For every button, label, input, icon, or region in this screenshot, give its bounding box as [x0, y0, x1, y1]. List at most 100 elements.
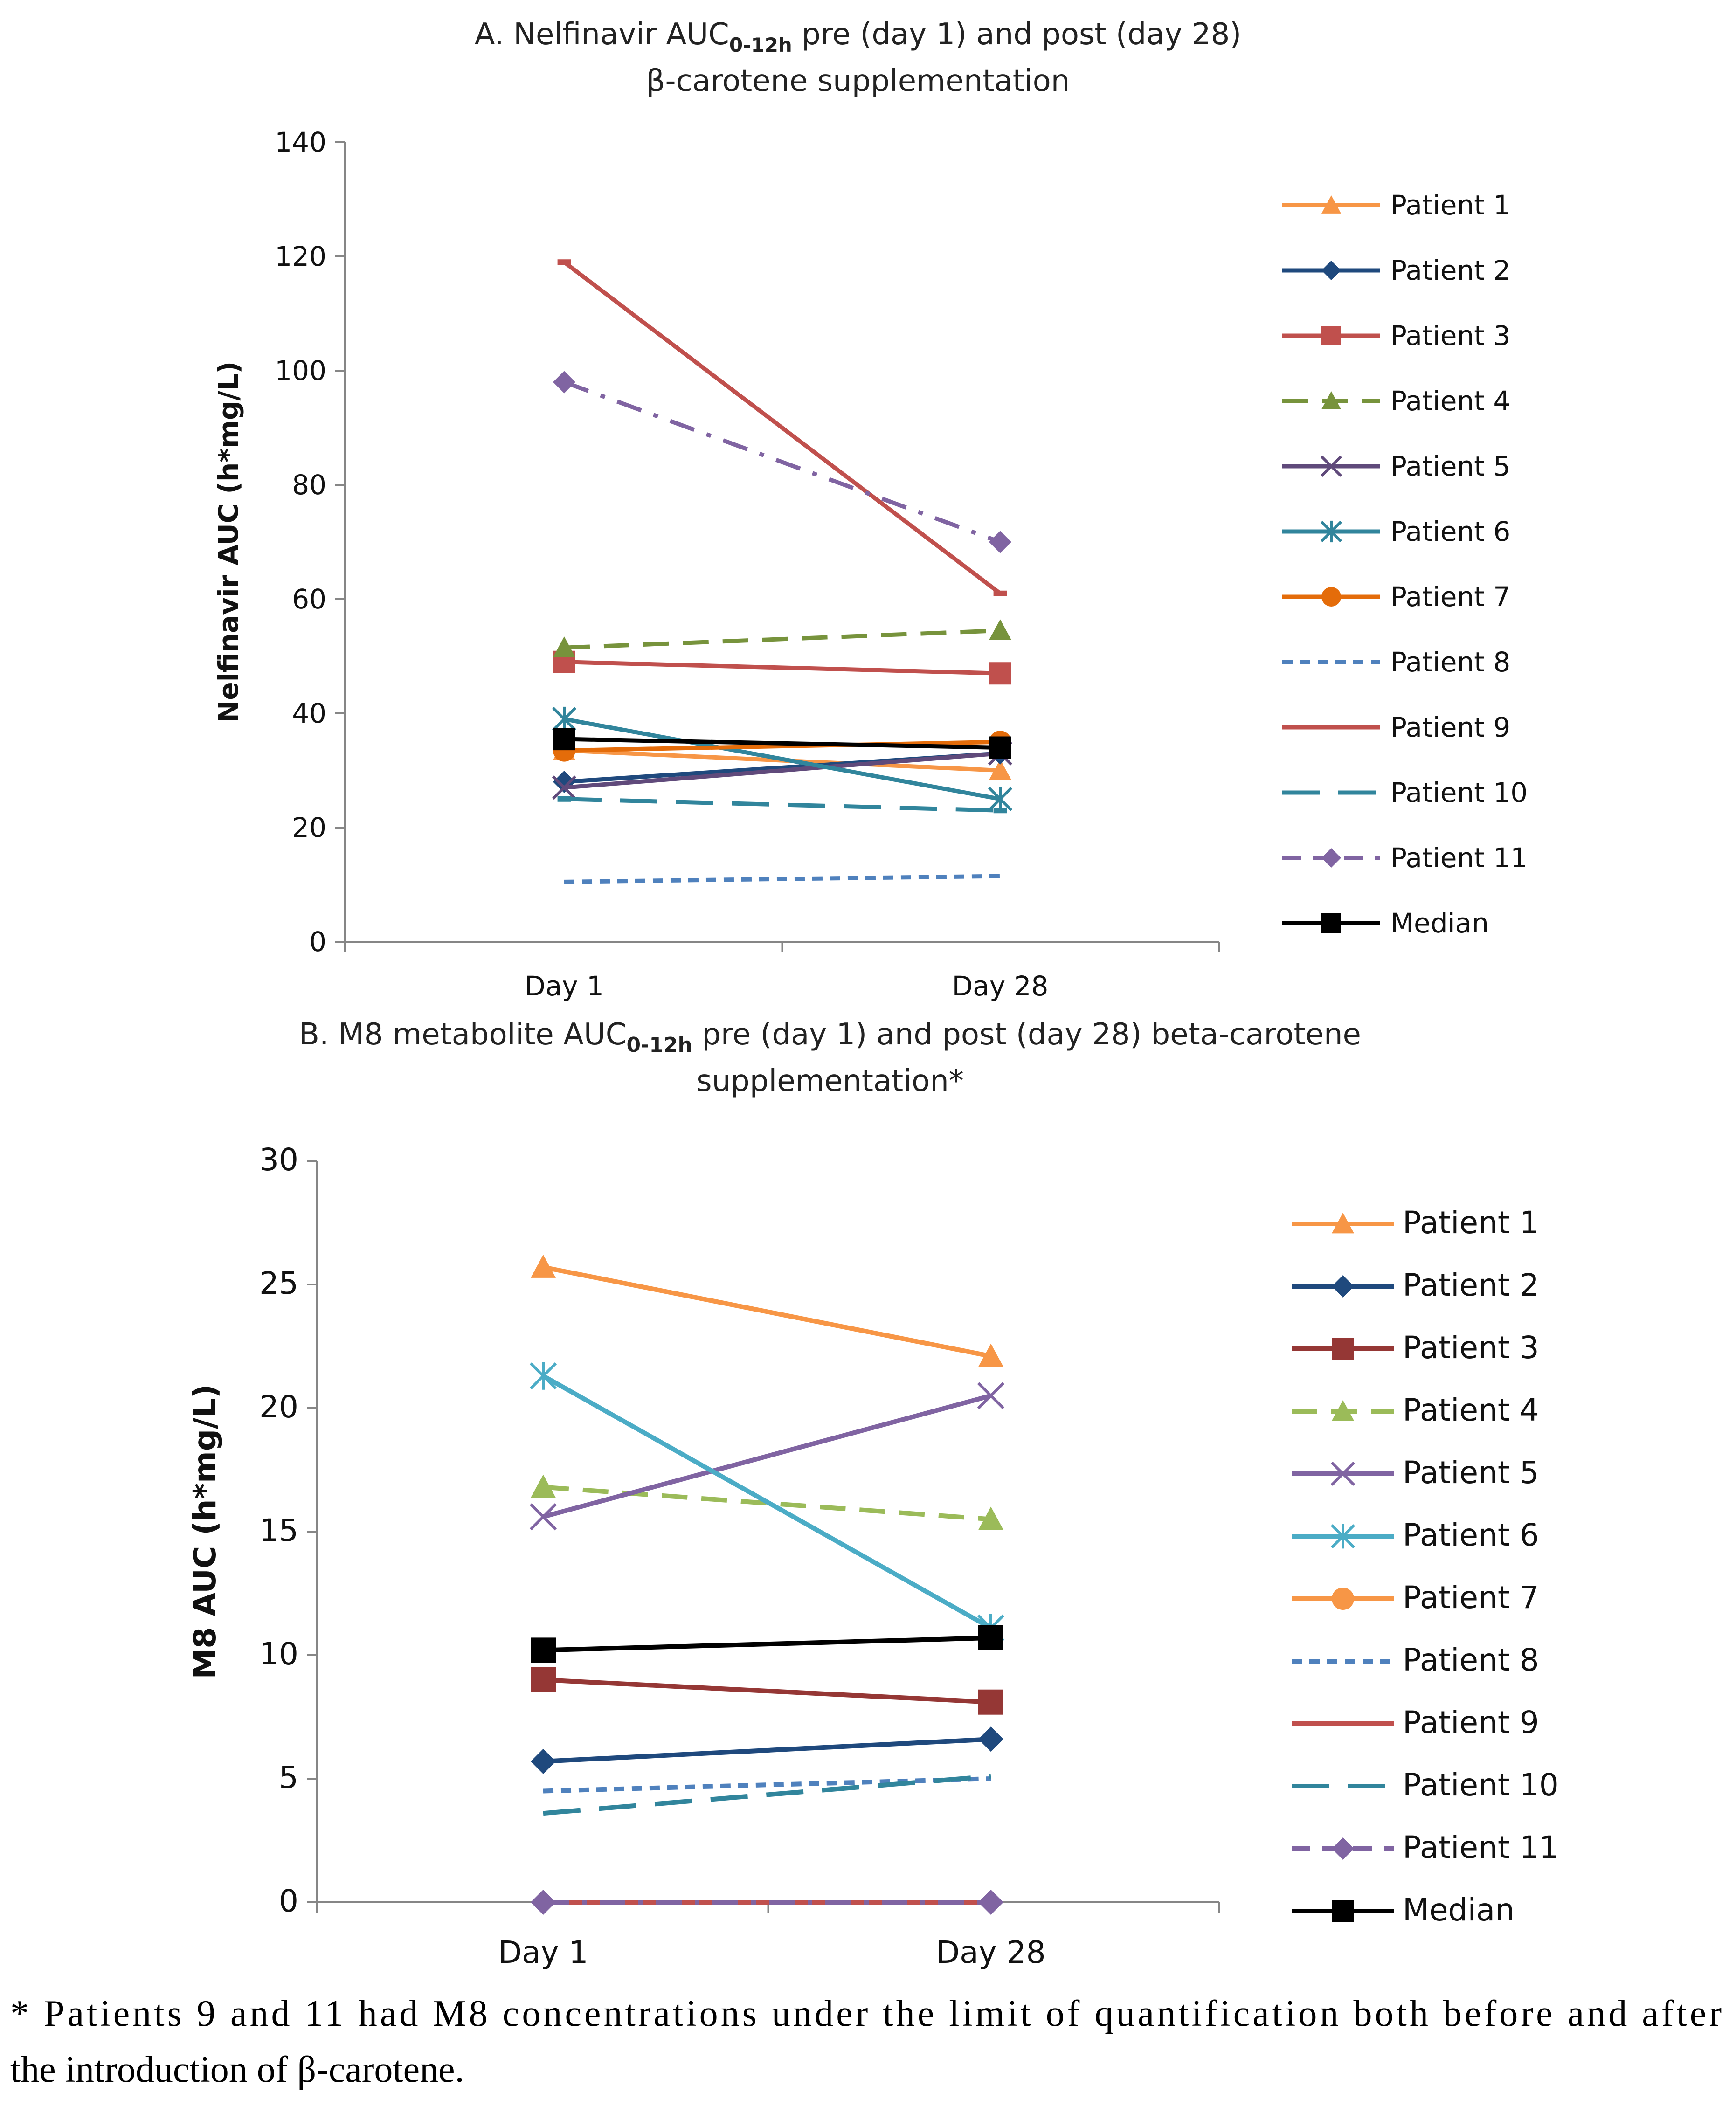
legend-label: Patient 4	[1390, 385, 1510, 417]
legend-label: Patient 6	[1390, 516, 1510, 547]
legend-item: Patient 7	[1282, 581, 1510, 613]
y-tick-label: 10	[259, 1636, 298, 1672]
legend-marker	[1332, 1213, 1354, 1234]
legend-label: Patient 2	[1403, 1267, 1539, 1303]
x-tick-label: Day 1	[525, 970, 604, 1002]
series-line	[543, 1635, 991, 1653]
series-line	[543, 1737, 991, 1764]
legend-item: Patient 10	[1292, 1767, 1559, 1803]
legend-label: Patient 11	[1390, 842, 1528, 874]
data-point	[978, 1625, 1003, 1650]
y-tick-label: 40	[292, 697, 326, 729]
chart-title: B. M8 metabolite AUC0-12h pre (day 1) an…	[299, 1017, 1361, 1057]
series-patient-10	[557, 796, 1007, 814]
legend-label: Patient 1	[1403, 1205, 1539, 1241]
data-point	[989, 619, 1011, 640]
chart-a-nelfinavir: A. Nelfinavir AUC0-12h pre (day 1) and p…	[213, 17, 1528, 1002]
legend-item: Patient 5	[1282, 450, 1510, 482]
legend-label: Patient 11	[1403, 1830, 1559, 1865]
legend-item: Patient 9	[1282, 711, 1510, 743]
series-patient-4	[553, 619, 1011, 657]
legend-label: Patient 5	[1390, 450, 1510, 482]
legend-item: Patient 2	[1282, 255, 1510, 286]
series-line	[543, 1485, 991, 1522]
data-point	[531, 1474, 556, 1498]
legend-label: Patient 4	[1403, 1392, 1539, 1428]
y-tick-label: 15	[259, 1512, 298, 1548]
legend-label: Patient 5	[1403, 1455, 1539, 1491]
legend-marker	[1320, 520, 1342, 543]
y-tick-label: 0	[309, 926, 326, 958]
series-line	[564, 874, 1001, 884]
legend-label: Patient 8	[1390, 646, 1510, 678]
legend-label: Median	[1390, 907, 1489, 939]
legend-marker	[1332, 1400, 1354, 1421]
legend-item: Patient 3	[1292, 1330, 1539, 1366]
legend-label: Patient 8	[1403, 1642, 1539, 1678]
legend-item: Patient 2	[1292, 1267, 1539, 1303]
data-point	[553, 371, 575, 394]
footnote-line1: * Patients 9 and 11 had M8 concentration…	[10, 1993, 1722, 2034]
data-point	[989, 759, 1011, 780]
series-line	[543, 1264, 991, 1359]
y-axis-label: Nelfinavir AUC (h*mg/L)	[213, 361, 244, 723]
x-tick-label: Day 1	[498, 1934, 588, 1970]
legend-item: Patient 10	[1282, 777, 1528, 808]
series-line	[564, 717, 1001, 801]
legend-item: Patient 1	[1282, 189, 1510, 221]
series-patient-8	[564, 874, 1001, 884]
data-point	[989, 531, 1011, 553]
legend-item: Patient 6	[1292, 1517, 1539, 1553]
legend-label: Patient 6	[1403, 1517, 1539, 1553]
y-tick-label: 30	[259, 1142, 298, 1178]
legend-label: Patient 1	[1390, 189, 1510, 221]
legend-item: Patient 7	[1292, 1580, 1539, 1616]
series-line	[564, 628, 1001, 650]
series-line	[563, 260, 1002, 595]
legend-label: Patient 10	[1403, 1767, 1559, 1803]
chart-title: A. Nelfinavir AUC0-12h pre (day 1) and p…	[475, 17, 1242, 56]
series-median	[553, 728, 1011, 759]
legend-marker	[1330, 1524, 1356, 1549]
series-line	[564, 737, 1001, 750]
data-point	[978, 1726, 1003, 1752]
legend-label: Patient 9	[1390, 711, 1510, 743]
y-tick-label: 100	[275, 355, 326, 387]
series-patient-11	[553, 371, 1011, 553]
series-patient-2	[531, 1726, 1003, 1774]
legend-marker	[1330, 1461, 1356, 1486]
legend-item: Patient 11	[1292, 1830, 1559, 1865]
data-point	[552, 706, 577, 732]
data-point	[529, 1362, 557, 1390]
y-tick-label: 25	[259, 1265, 298, 1301]
legend-label: Median	[1403, 1892, 1515, 1928]
series-patient-9	[557, 259, 1007, 596]
series-patient-3	[553, 650, 1011, 685]
data-point	[531, 1667, 556, 1692]
legend-item: Patient 5	[1292, 1455, 1539, 1491]
data-point	[978, 1506, 1003, 1530]
series-patient-8	[543, 1776, 991, 1794]
chart-b-m8: B. M8 metabolite AUC0-12h pre (day 1) an…	[187, 1017, 1559, 1970]
series-line	[564, 660, 1001, 676]
legend-label: Patient 2	[1390, 255, 1510, 286]
data-point	[988, 787, 1013, 812]
data-point	[553, 636, 575, 657]
y-tick-label: 5	[279, 1760, 298, 1795]
legend-item: Patient 4	[1282, 385, 1510, 417]
x-tick-label: Day 28	[952, 970, 1049, 1002]
series-patient-10	[543, 1774, 991, 1816]
series-median	[531, 1625, 1003, 1663]
legend-item: Median	[1292, 1892, 1515, 1928]
legend-item: Patient 3	[1282, 320, 1510, 352]
data-point	[978, 1689, 1003, 1715]
legend-marker	[1332, 1338, 1354, 1360]
footnote-line2: the introduction of β-carotene.	[10, 2049, 464, 2090]
legend-marker	[1321, 587, 1341, 607]
y-tick-label: 20	[292, 812, 326, 843]
y-tick-label: 60	[292, 583, 326, 615]
series-line	[564, 797, 1001, 813]
series-patient-5	[529, 1382, 1005, 1531]
series-patient-1	[531, 1254, 1003, 1367]
data-point	[531, 1254, 556, 1278]
